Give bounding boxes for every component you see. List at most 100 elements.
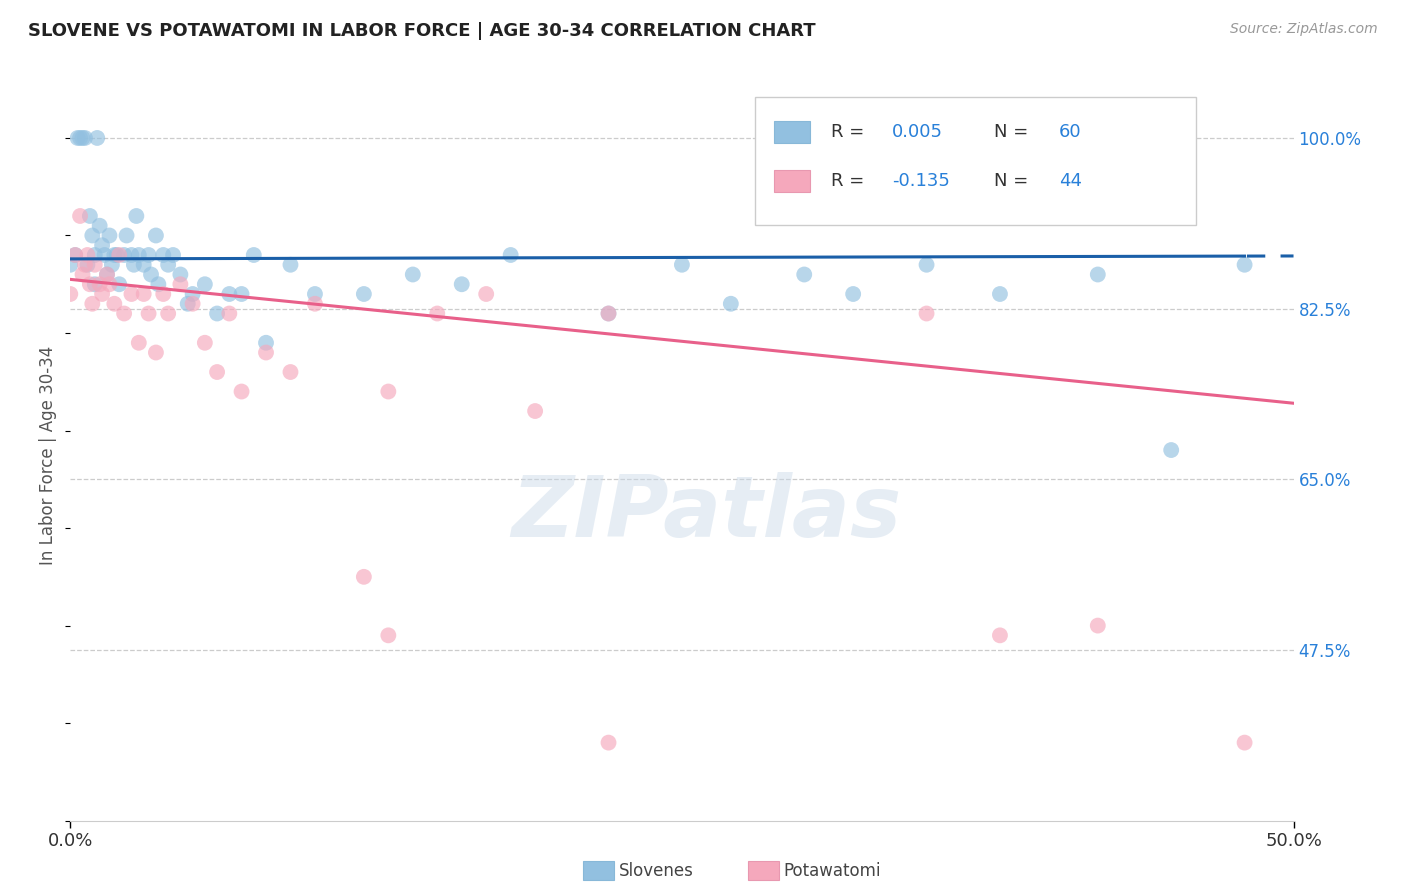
Point [169,268,191,282]
Point [76,258,98,272]
Point [145,228,167,243]
Point [254,335,277,350]
Point [82,297,104,311]
Point [96,268,118,282]
Point [353,287,375,301]
Text: -0.135: -0.135 [893,171,950,190]
Point [231,287,253,301]
Point [125,209,148,223]
Point [842,287,865,301]
Text: Potawatomi: Potawatomi [783,862,880,880]
Point [76,248,98,262]
Point [121,248,143,262]
Point [450,277,472,292]
Point [63,248,86,262]
Point [83,277,105,292]
Point [145,345,167,359]
Point [98,277,121,292]
Point [63,248,86,262]
Point [194,335,217,350]
Text: 0.005: 0.005 [893,122,943,141]
Point [138,306,160,320]
FancyBboxPatch shape [755,96,1195,225]
Point [353,570,375,584]
Point [128,248,150,262]
Point [108,277,131,292]
Point [218,306,240,320]
Point [93,248,115,262]
Point [304,287,326,301]
Point [280,258,302,272]
Point [598,306,620,320]
Point [72,268,94,282]
Point [128,335,150,350]
Point [98,228,121,243]
Point [377,628,399,642]
Bar [773,120,810,143]
Point [499,248,522,262]
Point [83,258,105,272]
Point [218,287,240,301]
Bar [773,169,810,192]
Point [132,258,155,272]
Point [426,306,449,320]
Point [181,297,204,311]
Point [73,131,96,145]
Point [304,297,326,311]
Point [181,287,204,301]
Text: N =: N = [994,122,1033,141]
Point [1087,618,1109,632]
Point [377,384,399,399]
Point [83,248,105,262]
Point [1233,258,1256,272]
Point [1087,268,1109,282]
Point [169,277,191,292]
Point [915,306,938,320]
Point [69,209,91,223]
Text: 60: 60 [1059,122,1081,141]
Point [82,228,104,243]
Point [101,258,124,272]
Text: N =: N = [994,171,1033,190]
Point [162,248,184,262]
Point [598,736,620,750]
Point [205,365,228,379]
Point [115,228,138,243]
Point [402,268,425,282]
Point [103,248,125,262]
Point [720,297,742,311]
Point [152,248,174,262]
Point [112,248,135,262]
Point [915,258,938,272]
Point [139,268,162,282]
Point [988,628,1011,642]
Point [138,248,160,262]
Text: SLOVENE VS POTAWATOMI IN LABOR FORCE | AGE 30-34 CORRELATION CHART: SLOVENE VS POTAWATOMI IN LABOR FORCE | A… [28,22,815,40]
Point [243,248,266,262]
Point [475,287,498,301]
Point [79,277,101,292]
Point [91,287,114,301]
Point [988,287,1011,301]
Point [72,131,94,145]
Point [524,404,547,418]
Point [254,345,277,359]
Point [73,258,96,272]
Point [157,258,180,272]
Text: ZIPatlas: ZIPatlas [512,472,901,555]
Point [598,306,620,320]
Point [671,258,693,272]
Point [89,219,111,233]
Point [1160,443,1182,458]
Point [66,131,89,145]
Text: 44: 44 [1059,171,1081,190]
Point [280,365,302,379]
Point [148,277,170,292]
Point [69,131,91,145]
Point [122,258,145,272]
Point [194,277,217,292]
Point [103,297,125,311]
Point [157,306,180,320]
Point [79,209,101,223]
Text: Slovenes: Slovenes [619,862,693,880]
